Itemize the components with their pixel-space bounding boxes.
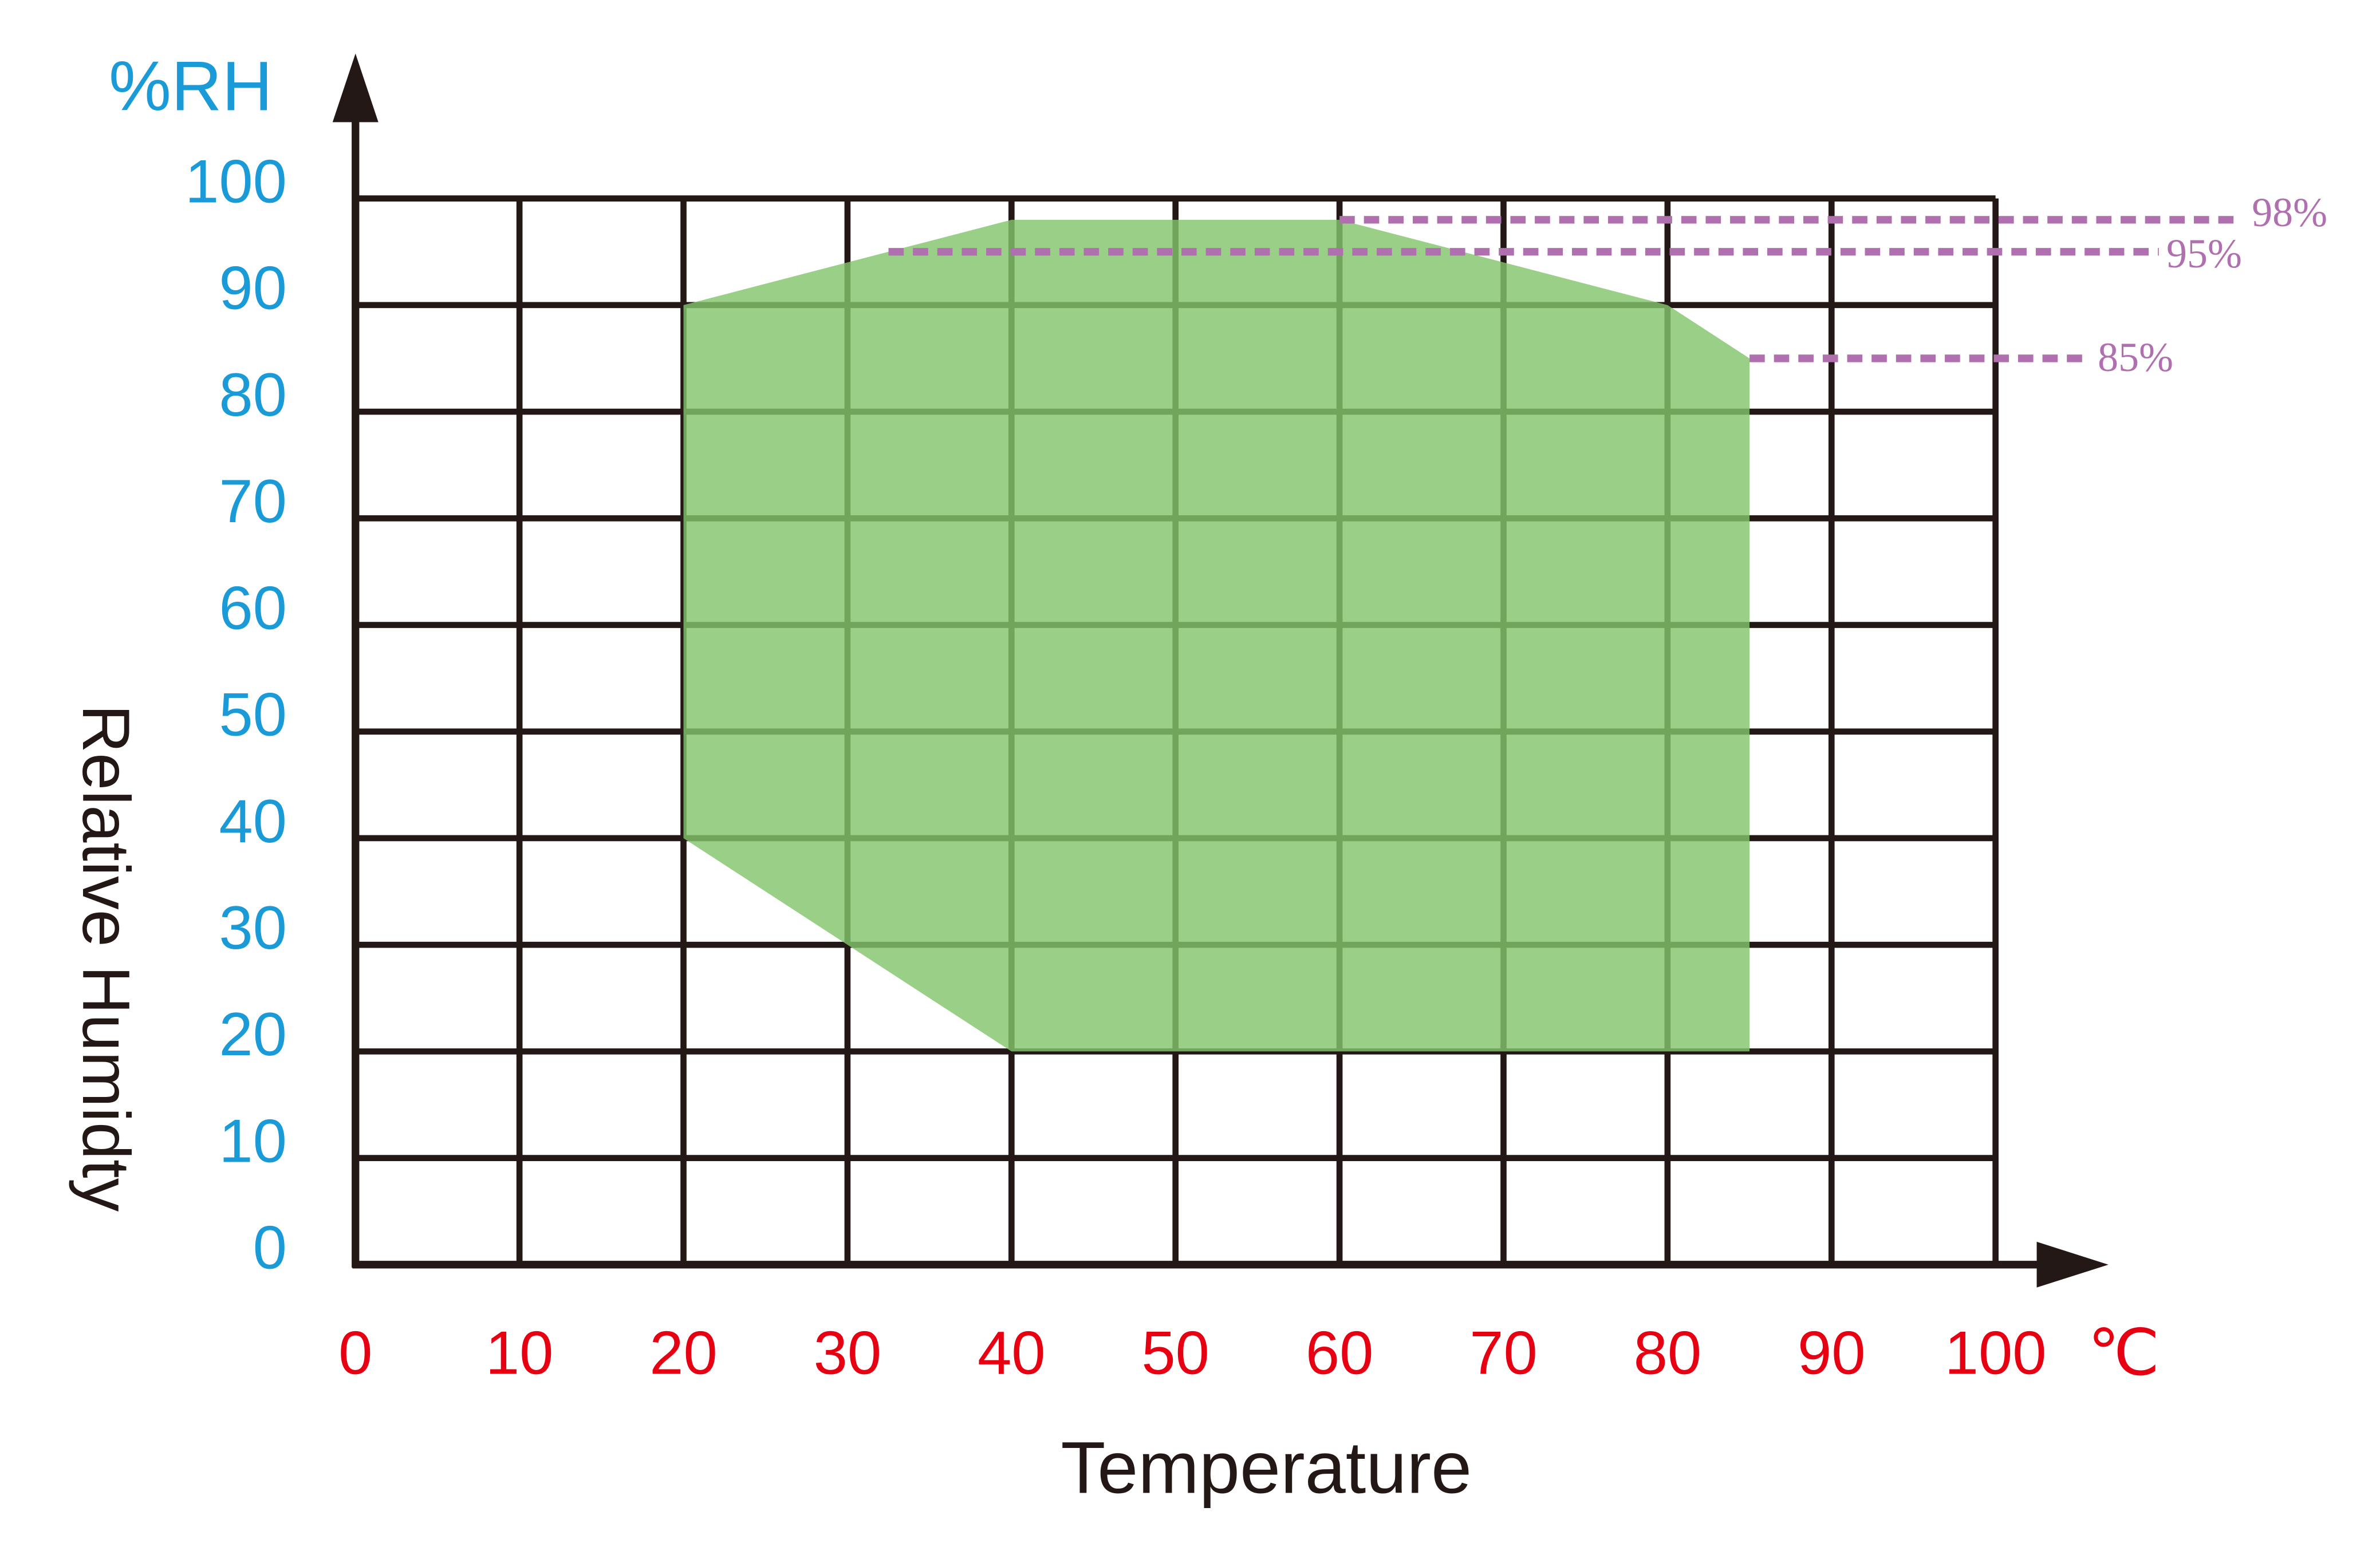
y-tick-label: 80 bbox=[219, 361, 287, 429]
x-tick-label: 50 bbox=[1141, 1319, 1209, 1387]
reference-label: 95% bbox=[2166, 231, 2242, 277]
reference-label: 98% bbox=[2252, 190, 2327, 235]
x-tick-label: 100 bbox=[1945, 1319, 2047, 1387]
y-tick-label: 30 bbox=[219, 894, 287, 962]
x-tick-label: 80 bbox=[1634, 1319, 1702, 1387]
x-unit: ℃ bbox=[2088, 1317, 2160, 1388]
y-axis-arrow bbox=[332, 53, 379, 123]
x-tick-label: 40 bbox=[978, 1319, 1046, 1387]
y-tick-label: 20 bbox=[219, 1000, 287, 1068]
x-axis-arrow bbox=[2036, 1241, 2109, 1288]
y-tick-label: 70 bbox=[219, 467, 287, 535]
y-tick-label: 0 bbox=[253, 1214, 287, 1282]
y-tick-label: 40 bbox=[219, 787, 287, 855]
x-tick-label: 30 bbox=[814, 1319, 882, 1387]
y-axis-title: Relative Humidty bbox=[69, 704, 144, 1211]
y-tick-label: 60 bbox=[219, 574, 287, 642]
y-tick-label: 10 bbox=[219, 1107, 287, 1175]
y-unit: %RH bbox=[109, 47, 273, 125]
reference-label: 85% bbox=[2098, 334, 2173, 380]
x-tick-label: 70 bbox=[1469, 1319, 1538, 1387]
x-tick-label: 60 bbox=[1306, 1319, 1374, 1387]
x-tick-label: 90 bbox=[1798, 1319, 1866, 1387]
y-tick-label: 90 bbox=[219, 254, 287, 322]
x-tick-label: 10 bbox=[486, 1319, 554, 1387]
y-tick-label: 50 bbox=[219, 681, 287, 749]
x-tick-label: 20 bbox=[649, 1319, 718, 1387]
y-tick-label: 100 bbox=[185, 147, 287, 215]
x-axis-title: Temperature bbox=[1061, 1427, 1472, 1509]
x-tick-label: 0 bbox=[338, 1319, 372, 1387]
range-area bbox=[683, 219, 1750, 1052]
